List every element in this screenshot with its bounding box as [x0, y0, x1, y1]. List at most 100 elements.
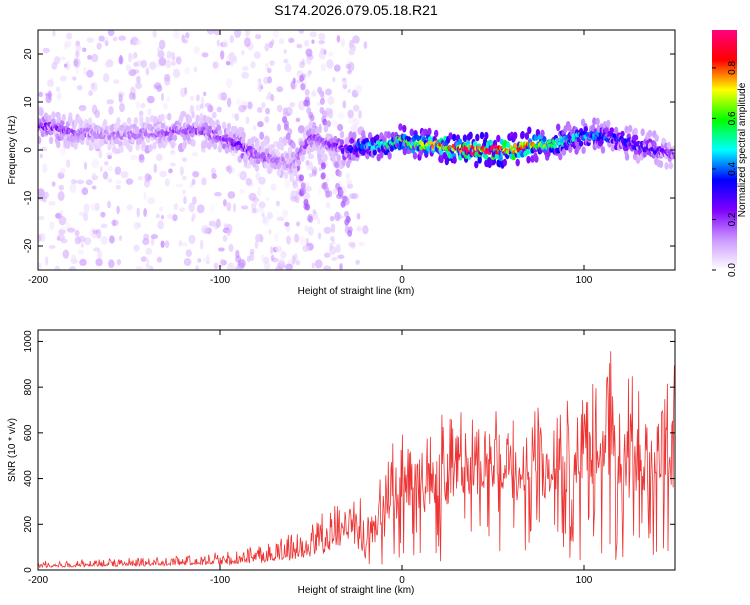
- spectrogram-cell: [167, 112, 172, 121]
- spectrogram-cell: [245, 30, 251, 37]
- spectrogram-cell: [145, 67, 149, 76]
- spectrogram-cell: [156, 256, 163, 263]
- spectrogram-cell: [351, 192, 359, 200]
- spectrogram-cell: [227, 191, 236, 199]
- spectrogram-cell: [76, 179, 85, 185]
- spectrogram-cell: [94, 109, 100, 119]
- colorbar-label: Normalized spectral amplitude: [737, 82, 748, 217]
- spectrogram-cell: [232, 202, 237, 213]
- spectrogram-cell: [524, 132, 530, 140]
- spectrogram-cell: [69, 183, 77, 193]
- spectrogram-cell: [239, 170, 247, 181]
- spectrogram-cell: [281, 209, 289, 218]
- spectrogram-cell: [242, 105, 247, 110]
- spectrogram-cell: [203, 91, 207, 97]
- spectrogram-cell: [105, 152, 113, 157]
- spectrogram-cell: [38, 91, 43, 98]
- spectrogram-cell: [339, 263, 343, 270]
- spectrogram-cell: [304, 225, 309, 232]
- spectrogram-cell: [236, 171, 241, 177]
- spectrogram-cell: [337, 170, 343, 178]
- spectrogram-cell: [147, 174, 153, 181]
- spectrogram-cell: [38, 142, 42, 148]
- spectrogram-cell: [166, 51, 173, 59]
- spectrogram-cell: [279, 38, 285, 45]
- spectrogram-cell: [511, 154, 516, 161]
- spectrogram-cell: [336, 154, 341, 162]
- spectrogram-cell: [379, 150, 384, 159]
- spectrogram-cell: [304, 39, 310, 47]
- spectrogram-cell: [558, 152, 563, 161]
- spectrogram-cell: [226, 122, 232, 131]
- spectrogram-cell: [265, 196, 270, 201]
- spectrogram-cell: [583, 126, 588, 133]
- spectrogram-cell: [38, 215, 45, 221]
- spectrogram-cell: [265, 107, 271, 115]
- spectrogram-cell: [237, 259, 246, 268]
- spectrogram-cell: [135, 39, 142, 45]
- spectrogram-cell: [132, 69, 140, 74]
- spectrogram-cell: [45, 94, 52, 104]
- spectrogram-cell: [192, 196, 197, 205]
- spectrogram-cell: [100, 223, 108, 229]
- spectrogram-cell: [287, 146, 293, 155]
- spectrogram-cell: [387, 152, 392, 160]
- spectrogram-cell: [350, 242, 356, 249]
- spectrogram-cell: [328, 51, 333, 57]
- spectrogram-cell: [118, 35, 126, 41]
- spectrogram-cell: [191, 213, 196, 220]
- spectrogram-cell: [95, 258, 103, 267]
- y-tick-label: 200: [23, 516, 34, 533]
- spectrogram-cell: [70, 254, 77, 264]
- spectrogram-cell: [337, 254, 345, 260]
- spectrogram-cell: [56, 92, 62, 100]
- spectrogram-cell: [55, 86, 61, 92]
- spectrogram-cell: [71, 179, 77, 185]
- spectrogram-cell: [186, 135, 191, 141]
- spectrogram-cell: [73, 58, 79, 67]
- spectrogram-cell: [59, 75, 67, 82]
- spectrogram-cell: [418, 149, 423, 157]
- spectrogram-cell: [280, 250, 287, 259]
- spectrogram-cell: [320, 162, 326, 170]
- spectrogram-cell: [128, 52, 132, 63]
- spectrogram-cell: [221, 121, 227, 130]
- spectrogram-cell: [293, 168, 298, 177]
- spectrogram-cell: [262, 256, 270, 265]
- spectrogram-cell: [265, 62, 270, 71]
- spectrogram-cell: [320, 63, 327, 72]
- spectrogram-cell: [90, 203, 97, 212]
- spectrogram-cell: [275, 265, 282, 270]
- spectrogram-cell: [181, 242, 188, 247]
- spectrogram-cell: [189, 104, 195, 114]
- spectrogram-cell: [107, 142, 112, 151]
- spectrogram-cell: [51, 111, 56, 119]
- spectrogram-cell: [323, 226, 332, 234]
- spectrogram-cell: [98, 35, 105, 42]
- spectrogram-cell: [250, 61, 256, 69]
- spectrogram-cell: [261, 254, 265, 262]
- spectrogram-cell: [307, 226, 314, 236]
- spectrogram-cell: [47, 114, 52, 123]
- spectrogram-cell: [496, 134, 501, 143]
- spectrogram-cell: [141, 140, 146, 149]
- spectrogram-cell: [205, 253, 210, 262]
- spectrogram-cell: [298, 61, 306, 69]
- spectrogram-cell: [211, 111, 217, 119]
- y-tick-label: 1000: [23, 330, 34, 353]
- spectrogram-cell: [327, 96, 335, 105]
- spectrogram-cell: [136, 222, 142, 228]
- spectrogram-cell: [193, 66, 198, 73]
- y-tick-label: 0: [23, 147, 34, 153]
- spectrogram-cell: [515, 158, 520, 167]
- spectrogram-cell: [222, 235, 228, 242]
- spectrogram-cell: [295, 260, 301, 266]
- spectrogram-cell: [268, 41, 274, 49]
- spectrogram-cell: [308, 128, 313, 135]
- spectrogram-cell: [83, 66, 87, 76]
- colorbar: 0.0 0.2 0.4 0.6 0.8 Normalized spectral ampl…: [712, 30, 748, 277]
- y-tick-label: 0: [23, 567, 34, 573]
- spectrogram-cell: [241, 71, 250, 79]
- spectrogram-cell: [223, 199, 227, 207]
- spectrogram-cell: [245, 116, 250, 125]
